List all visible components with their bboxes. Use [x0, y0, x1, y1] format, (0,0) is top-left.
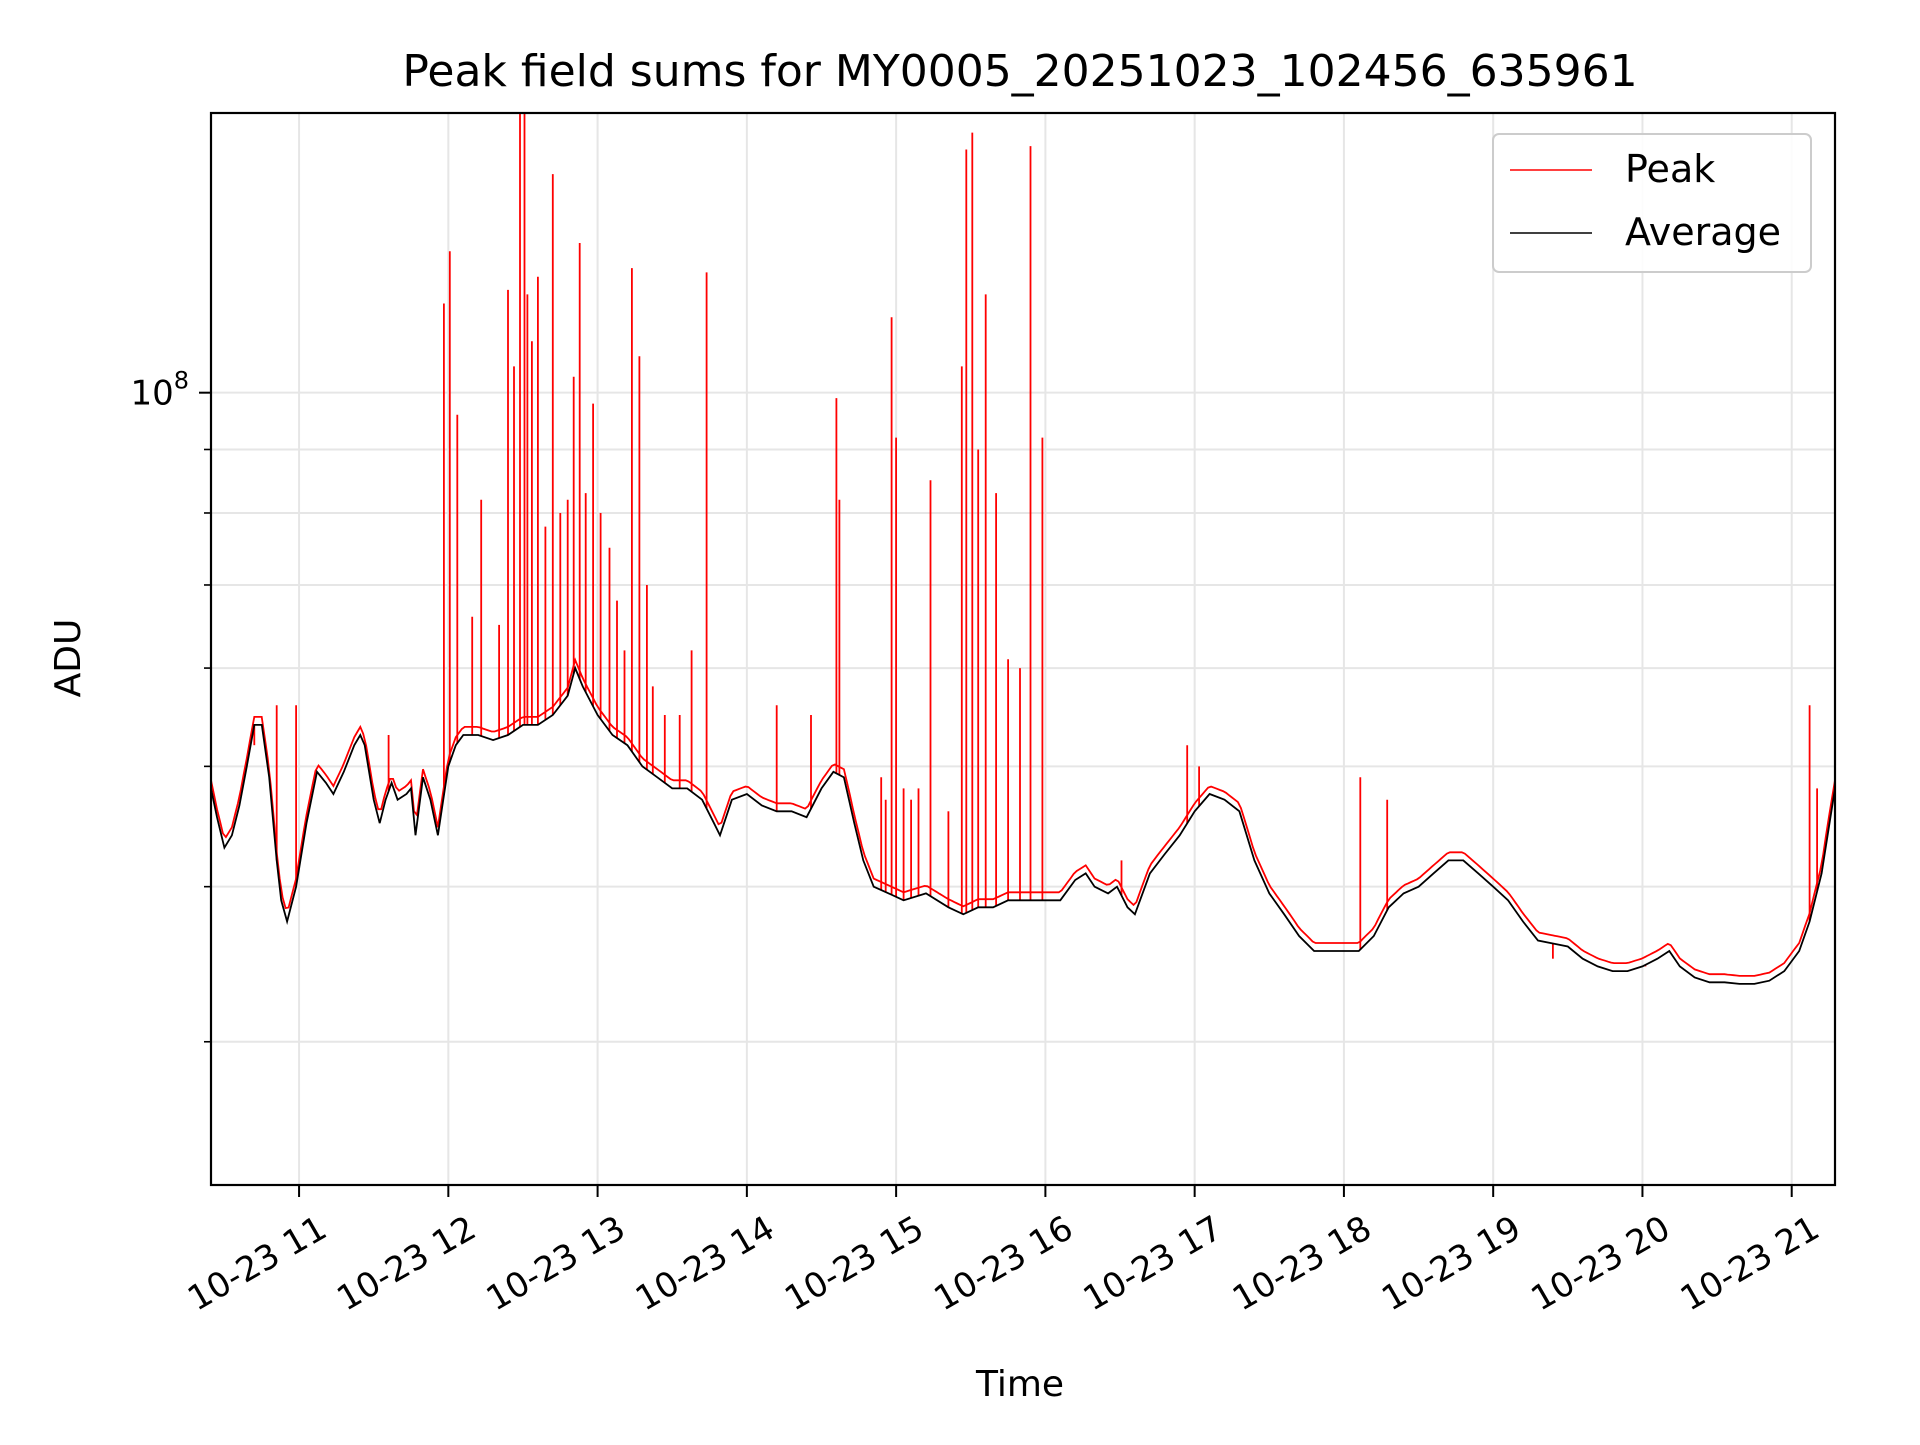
legend: Peak Average [1492, 133, 1812, 273]
y-tick-label: 108 [130, 367, 189, 414]
legend-box [1492, 133, 1812, 273]
x-axis-label: Time [975, 1364, 1064, 1405]
y-tick-label-exponent: 8 [174, 367, 189, 395]
chart-title: Peak field sums for MY0005_20251023_1024… [402, 46, 1637, 97]
average-line [211, 665, 1835, 985]
grid [211, 113, 1835, 1185]
plot-frame [209, 111, 1837, 1187]
y-tick-label-base: 10 [130, 374, 173, 414]
y-axis-label: ADU [48, 619, 89, 698]
legend-peak-label: Peak [1625, 147, 1715, 191]
series-layer [211, 113, 1835, 985]
series-clip-group [211, 113, 1835, 985]
legend-average-label: Average [1625, 210, 1781, 254]
average-series [211, 665, 1835, 985]
peak-series [211, 113, 1835, 977]
